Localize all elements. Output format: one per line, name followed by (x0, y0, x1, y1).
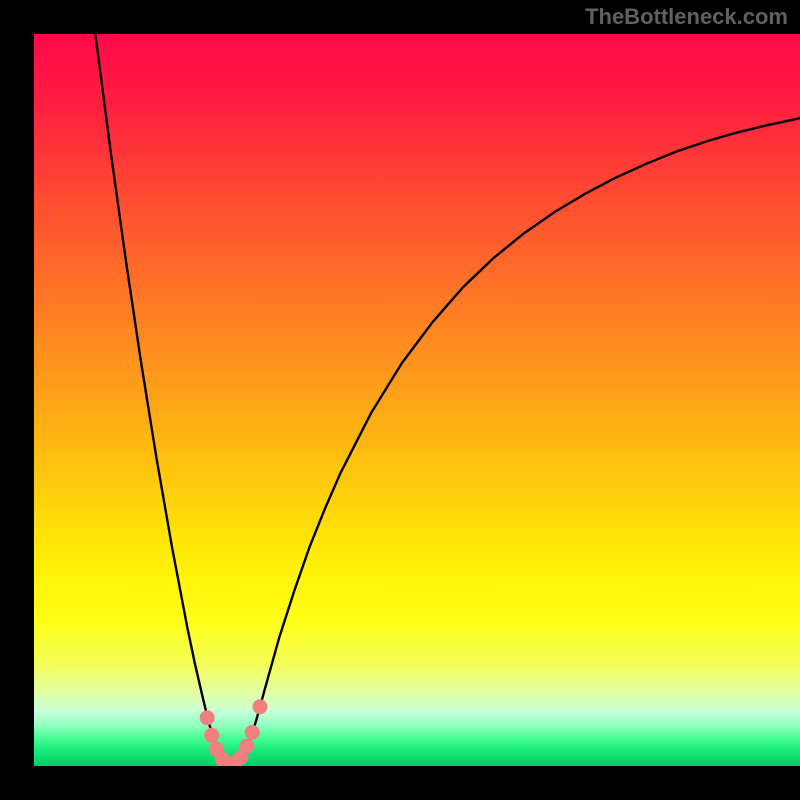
gradient-background (34, 34, 800, 766)
marker-point (205, 728, 219, 742)
marker-point (240, 739, 254, 753)
marker-point (200, 711, 214, 725)
chart-svg (0, 0, 800, 800)
watermark: TheBottleneck.com (585, 4, 788, 30)
marker-point (245, 725, 259, 739)
marker-point (253, 700, 267, 714)
